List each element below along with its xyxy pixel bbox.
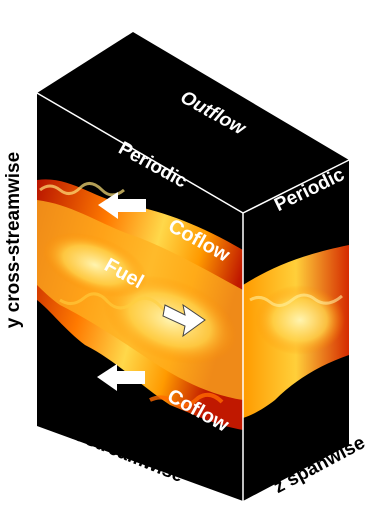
cube-edges	[36, 92, 350, 501]
fuel-arrow	[162, 303, 206, 338]
flame-front	[37, 179, 243, 430]
flame-side	[243, 245, 349, 418]
coflow-arrow-lower	[97, 364, 145, 391]
coflow-arrow-upper	[98, 192, 146, 219]
y-axis-label: y cross-streamwise	[3, 152, 24, 328]
top-face	[37, 32, 349, 213]
